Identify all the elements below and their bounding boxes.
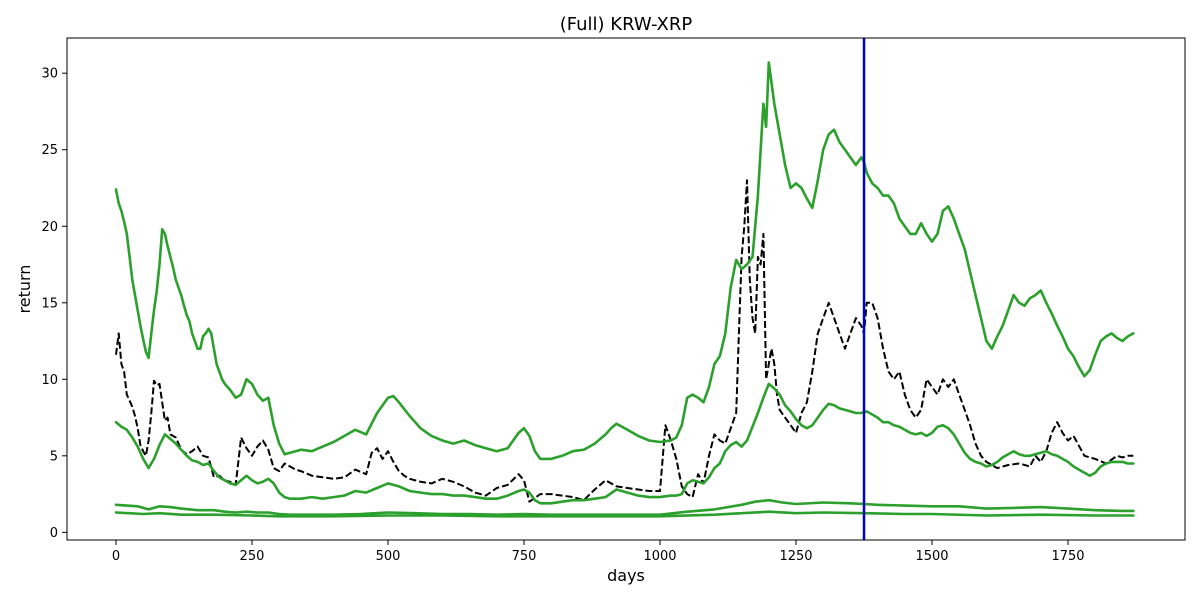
series-line-upper-band-2 [114, 61, 1135, 461]
y-tick-label: 5 [50, 449, 58, 464]
x-tick-label: 1750 [1051, 549, 1084, 564]
x-tick-label: 1000 [643, 549, 676, 564]
y-tick-label: 0 [50, 526, 58, 541]
x-axis: 0 250 500 750 1000 1250 1500 1750 [112, 540, 1085, 564]
y-tick-label: 10 [41, 373, 58, 388]
x-tick-label: 750 [512, 549, 537, 564]
x-tick-label: 0 [112, 549, 120, 564]
x-axis-label: days [607, 566, 645, 585]
y-tick-label: 25 [41, 143, 58, 158]
y-axis-label: return [15, 265, 34, 314]
y-tick-label: 20 [41, 220, 58, 235]
x-tick-label: 250 [240, 549, 265, 564]
series-line-upper-band-1 [114, 382, 1135, 505]
series-line-lower-band-1 [114, 498, 1135, 517]
x-tick-label: 1250 [779, 549, 812, 564]
plot-frame [66, 37, 1186, 541]
x-tick-label: 1500 [915, 549, 948, 564]
chart-title: (Full) KRW-XRP [560, 14, 693, 35]
x-tick-label: 500 [376, 549, 401, 564]
series-line-price [115, 179, 1134, 503]
y-axis: 0 5 10 15 20 25 30 [41, 67, 67, 541]
y-tick-label: 15 [41, 296, 58, 311]
y-tick-label: 30 [41, 67, 58, 82]
series-layer [114, 61, 1135, 518]
series-line-lower-band-2 [114, 510, 1135, 518]
